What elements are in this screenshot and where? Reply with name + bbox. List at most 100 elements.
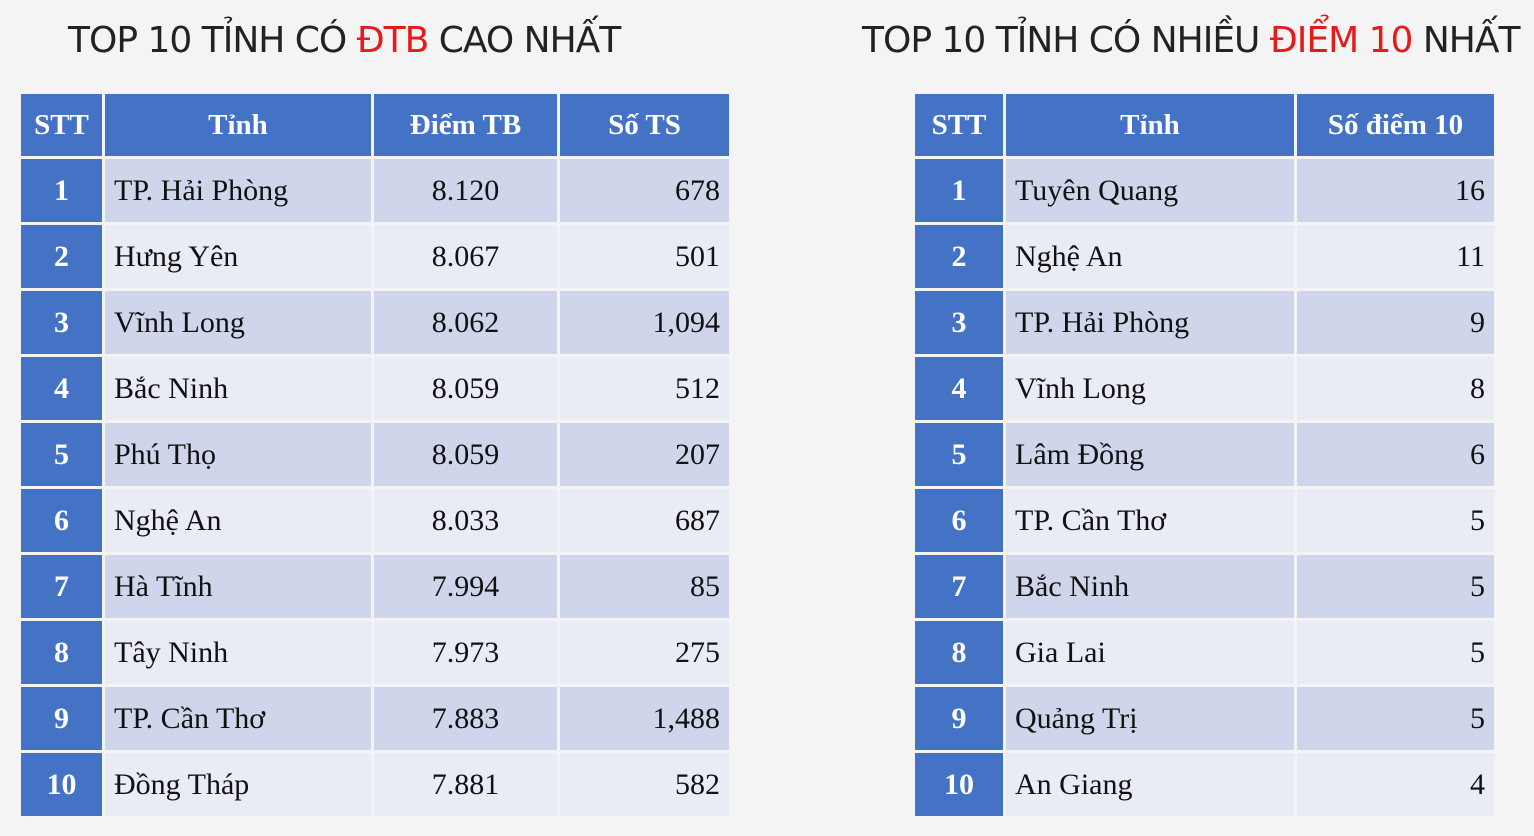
rank-cell: 8 (21, 621, 102, 684)
avg-score-cell: 8.033 (374, 489, 557, 552)
candidate-count-cell: 1,488 (560, 687, 729, 750)
rank-cell: 3 (915, 291, 1003, 354)
perfect-count-cell: 5 (1297, 555, 1494, 618)
province-cell: Đồng Tháp (105, 753, 371, 816)
avg-score-cell: 7.883 (374, 687, 557, 750)
province-cell: Nghệ An (105, 489, 371, 552)
title-prefix: TOP 10 TỈNH CÓ (68, 20, 357, 61)
rank-cell: 7 (21, 555, 102, 618)
perfect-count-cell: 6 (1297, 423, 1494, 486)
table-row: 2 Hưng Yên 8.067 501 (21, 225, 729, 288)
avg-score-cell: 8.067 (374, 225, 557, 288)
table-row: 5 Lâm Đồng 6 (915, 423, 1494, 486)
province-cell: Hưng Yên (105, 225, 371, 288)
avg-score-cell: 7.881 (374, 753, 557, 816)
province-cell: TP. Hải Phòng (1006, 291, 1294, 354)
table-row: 10 Đồng Tháp 7.881 582 (21, 753, 729, 816)
rank-cell: 10 (21, 753, 102, 816)
table-row: 4 Vĩnh Long 8 (915, 357, 1494, 420)
rank-cell: 2 (915, 225, 1003, 288)
candidate-count-cell: 207 (560, 423, 729, 486)
province-cell: Vĩnh Long (105, 291, 371, 354)
table-row: 8 Gia Lai 5 (915, 621, 1494, 684)
perfect-count-cell: 5 (1297, 621, 1494, 684)
table-row: 7 Bắc Ninh 5 (915, 555, 1494, 618)
title-suffix: CAO NHẤT (428, 20, 622, 61)
top-perfect-score-title: TOP 10 TỈNH CÓ NHIỀU ĐIỂM 10 NHẤT (862, 16, 1521, 66)
candidate-count-cell: 687 (560, 489, 729, 552)
rank-cell: 5 (21, 423, 102, 486)
province-cell: TP. Hải Phòng (105, 159, 371, 222)
header-stt: STT (915, 94, 1003, 156)
province-cell: Tây Ninh (105, 621, 371, 684)
table-row: 5 Phú Thọ 8.059 207 (21, 423, 729, 486)
avg-score-table: STT Tỉnh Điểm TB Số TS 1 TP. Hải Phòng 8.1… (18, 91, 732, 819)
rank-cell: 6 (21, 489, 102, 552)
table-row: 1 TP. Hải Phòng 8.120 678 (21, 159, 729, 222)
table-header-row: STT Tỉnh Điểm TB Số TS (21, 94, 729, 156)
province-cell: An Giang (1006, 753, 1294, 816)
candidate-count-cell: 85 (560, 555, 729, 618)
table-header-row: STT Tỉnh Số điểm 10 (915, 94, 1494, 156)
header-avg-score: Điểm TB (374, 94, 557, 156)
rank-cell: 3 (21, 291, 102, 354)
province-cell: Phú Thọ (105, 423, 371, 486)
rank-cell: 9 (21, 687, 102, 750)
candidate-count-cell: 501 (560, 225, 729, 288)
table-row: 1 Tuyên Quang 16 (915, 159, 1494, 222)
header-perfect-count: Số điểm 10 (1297, 94, 1494, 156)
province-cell: Tuyên Quang (1006, 159, 1294, 222)
candidate-count-cell: 512 (560, 357, 729, 420)
avg-score-cell: 7.994 (374, 555, 557, 618)
avg-score-cell: 8.059 (374, 423, 557, 486)
avg-score-cell: 7.973 (374, 621, 557, 684)
province-cell: TP. Cần Thơ (105, 687, 371, 750)
rank-cell: 2 (21, 225, 102, 288)
table-row: 2 Nghệ An 11 (915, 225, 1494, 288)
province-cell: Lâm Đồng (1006, 423, 1294, 486)
table-row: 9 TP. Cần Thơ 7.883 1,488 (21, 687, 729, 750)
title-highlight: ĐTB (356, 20, 430, 61)
candidate-count-cell: 1,094 (560, 291, 729, 354)
perfect-count-cell: 5 (1297, 687, 1494, 750)
rank-cell: 6 (915, 489, 1003, 552)
province-cell: Gia Lai (1006, 621, 1294, 684)
table-row: 7 Hà Tĩnh 7.994 85 (21, 555, 729, 618)
table-row: 4 Bắc Ninh 8.059 512 (21, 357, 729, 420)
avg-score-cell: 8.120 (374, 159, 557, 222)
candidate-count-cell: 582 (560, 753, 729, 816)
province-cell: Quảng Trị (1006, 687, 1294, 750)
rank-cell: 8 (915, 621, 1003, 684)
header-candidate-count: Số TS (560, 94, 729, 156)
perfect-count-cell: 5 (1297, 489, 1494, 552)
header-province: Tỉnh (105, 94, 371, 156)
perfect-count-cell: 9 (1297, 291, 1494, 354)
rank-cell: 10 (915, 753, 1003, 816)
province-cell: Bắc Ninh (105, 357, 371, 420)
rank-cell: 5 (915, 423, 1003, 486)
header-province: Tỉnh (1006, 94, 1294, 156)
title-suffix: NHẤT (1412, 20, 1521, 61)
title-highlight: ĐIỂM 10 (1269, 20, 1414, 61)
perfect-count-cell: 8 (1297, 357, 1494, 420)
rank-cell: 4 (21, 357, 102, 420)
table-row: 3 TP. Hải Phòng 9 (915, 291, 1494, 354)
table-row: 6 Nghệ An 8.033 687 (21, 489, 729, 552)
rank-cell: 1 (21, 159, 102, 222)
table-row: 6 TP. Cần Thơ 5 (915, 489, 1494, 552)
perfect-count-cell: 11 (1297, 225, 1494, 288)
table-row: 10 An Giang 4 (915, 753, 1494, 816)
rank-cell: 7 (915, 555, 1003, 618)
perfect-score-table: STT Tỉnh Số điểm 10 1 Tuyên Quang 16 2 Nghệ … (912, 91, 1497, 819)
candidate-count-cell: 678 (560, 159, 729, 222)
header-stt: STT (21, 94, 102, 156)
avg-score-cell: 8.062 (374, 291, 557, 354)
table-row: 3 Vĩnh Long 8.062 1,094 (21, 291, 729, 354)
province-cell: Hà Tĩnh (105, 555, 371, 618)
title-prefix: TOP 10 TỈNH CÓ NHIỀU (862, 20, 1270, 61)
top-avg-score-title: TOP 10 TỈNH CÓ ĐTB CAO NHẤT (68, 16, 622, 66)
perfect-count-cell: 16 (1297, 159, 1494, 222)
province-cell: TP. Cần Thơ (1006, 489, 1294, 552)
avg-score-cell: 8.059 (374, 357, 557, 420)
table-row: 9 Quảng Trị 5 (915, 687, 1494, 750)
